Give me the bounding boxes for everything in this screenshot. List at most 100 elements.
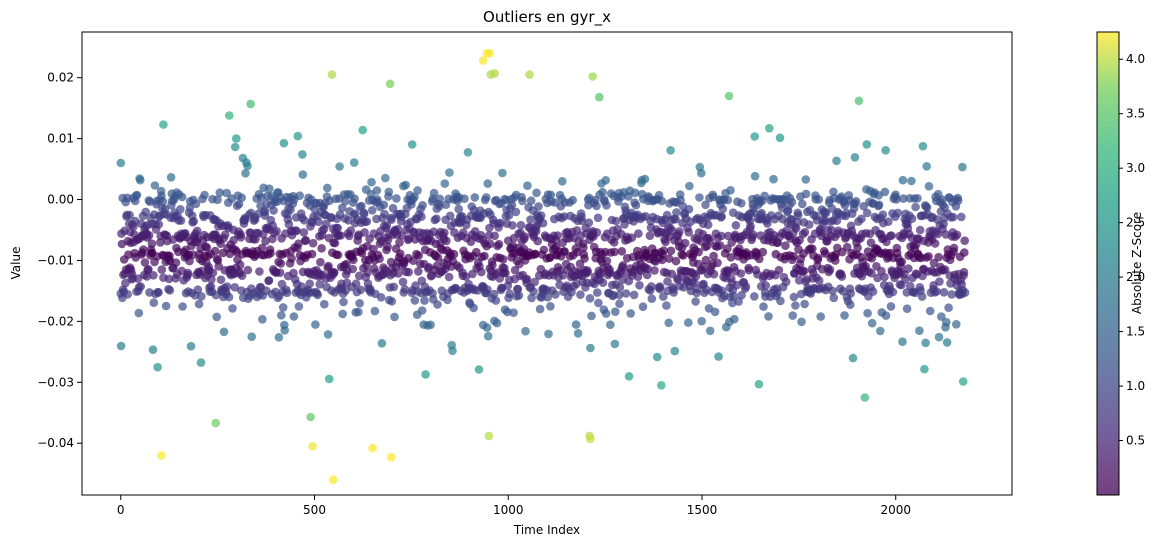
scatter-point <box>907 214 917 223</box>
scatter-point <box>922 203 932 212</box>
scatter-point <box>421 370 430 379</box>
scatter-point <box>193 285 203 295</box>
scatter-point <box>535 304 545 314</box>
scatter-point <box>832 156 841 166</box>
scatter-point <box>881 311 891 320</box>
scatter-point <box>546 190 556 200</box>
scatter-point <box>726 252 736 262</box>
colorbar: 0.5 1.0 1.5 2.0 2.5 3.0 3.5 4.0 Absolute Z-Scor… <box>1096 31 1145 496</box>
scatter-point <box>615 299 624 309</box>
y-tick-label: 0.01 <box>47 132 74 146</box>
scatter-point <box>797 317 806 327</box>
scatter-point <box>215 188 225 197</box>
scatter-point <box>154 288 163 297</box>
scatter-point <box>508 221 517 230</box>
scatter-point <box>381 173 390 183</box>
scatter-point <box>640 174 650 184</box>
scatter-point <box>765 124 774 133</box>
scatter-point <box>387 297 397 306</box>
scatter-point <box>621 289 631 298</box>
scatter-point <box>153 362 162 372</box>
scatter-point <box>501 268 510 278</box>
scatter-point <box>316 257 325 267</box>
scatter-point <box>729 291 738 301</box>
y-tick-label: −0.04 <box>37 436 74 450</box>
scatter-point <box>295 191 305 200</box>
scatter-point <box>685 181 694 191</box>
x-tick-label: 500 <box>303 503 326 517</box>
scatter-point <box>763 219 772 228</box>
scatter-point <box>726 186 735 195</box>
scatter-point <box>407 140 417 149</box>
x-axis-label: Time Index <box>513 523 580 537</box>
scatter-point <box>816 312 825 321</box>
scatter-point <box>368 206 377 215</box>
scatter-point <box>400 285 410 294</box>
scatter-point <box>832 216 842 225</box>
scatter-point <box>888 287 898 297</box>
scatter-point <box>614 290 624 300</box>
scatter-point <box>854 96 864 106</box>
scatter-point <box>594 298 603 308</box>
scatter-point <box>356 285 366 295</box>
scatter-point <box>236 233 246 242</box>
y-tick-label: 0.02 <box>47 71 74 85</box>
scatter-point <box>121 278 130 288</box>
scatter-point <box>932 287 941 296</box>
scatter-point <box>414 267 423 276</box>
scatter-point <box>158 197 168 206</box>
scatter-point <box>432 261 442 271</box>
scatter-point <box>924 182 934 191</box>
scatter-point <box>586 434 595 444</box>
scatter-point <box>367 177 376 187</box>
scatter-point <box>899 194 908 203</box>
scatter-point <box>808 244 817 253</box>
scatter-point <box>800 299 809 309</box>
scatter-point <box>793 217 802 227</box>
scatter-point <box>210 246 220 256</box>
scatter-point <box>526 215 535 224</box>
scatter-point <box>813 253 823 263</box>
scatter-point <box>934 332 944 342</box>
scatter-point <box>200 190 209 200</box>
scatter-point <box>545 253 555 262</box>
scatter-point <box>165 286 175 295</box>
scatter-point <box>684 318 693 327</box>
scatter-point <box>937 312 946 321</box>
scatter-point <box>595 92 604 102</box>
scatter-point <box>264 276 274 285</box>
scatter-point <box>330 238 340 248</box>
y-axis-ticks: −0.04 −0.03 −0.02 −0.01 0.00 0.01 0.02 <box>37 71 82 450</box>
scatter-point <box>525 70 534 79</box>
scatter-point <box>368 443 377 453</box>
scatter-point <box>710 307 720 317</box>
scatter-point <box>736 269 746 278</box>
scatter-point <box>544 329 553 339</box>
scatter-point <box>197 292 206 301</box>
scatter-point <box>522 274 532 284</box>
scatter-point <box>496 218 505 228</box>
scatter-point <box>898 175 908 185</box>
scatter-point <box>235 260 245 270</box>
scatter-point <box>907 176 916 186</box>
scatter-point <box>848 353 858 363</box>
scatter-point <box>831 256 840 265</box>
scatter-point <box>842 242 852 252</box>
scatter-point <box>799 266 809 276</box>
scatter-point <box>504 211 514 220</box>
scatter-point <box>449 249 459 259</box>
scatter-point <box>277 311 286 320</box>
scatter-point <box>159 120 168 129</box>
scatter-point <box>142 272 152 281</box>
scatter-point <box>774 265 784 275</box>
scatter-point <box>587 311 596 321</box>
scatter-point <box>320 299 329 309</box>
scatter-point <box>800 227 810 237</box>
scatter-point <box>432 214 441 223</box>
scatter-point <box>626 309 635 318</box>
scatter-point <box>189 217 198 226</box>
scatter-point <box>699 262 709 271</box>
scatter-point <box>715 241 725 250</box>
scatter-point <box>147 239 157 248</box>
